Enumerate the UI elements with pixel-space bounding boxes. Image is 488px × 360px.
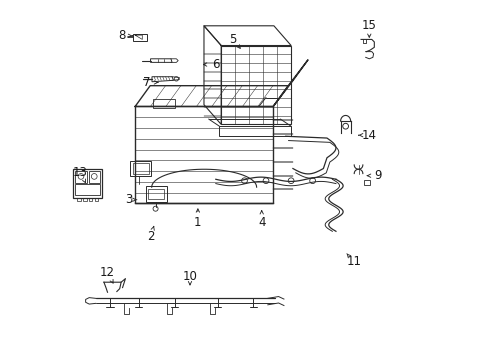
Text: 14: 14 [361,129,376,142]
Text: 5: 5 [229,33,236,46]
Bar [132,163,149,174]
Text: 3: 3 [125,193,132,206]
Bar [73,168,102,198]
Bar [219,126,290,136]
Text: 4: 4 [258,216,265,229]
Text: 2: 2 [146,230,154,243]
Text: 6: 6 [212,58,219,71]
Text: 1: 1 [194,216,201,229]
Bar [145,186,166,202]
Text: 7: 7 [143,76,150,89]
Bar [75,184,100,195]
Text: 13: 13 [73,166,87,179]
Text: 9: 9 [373,169,381,182]
Bar [75,171,87,183]
Bar [135,107,273,203]
Bar [221,45,290,125]
Text: 11: 11 [346,255,361,268]
Bar [148,189,164,199]
Bar [363,180,369,185]
Bar [130,161,151,176]
Bar [88,171,100,183]
Text: 8: 8 [118,29,125,42]
Text: 10: 10 [182,270,197,283]
Text: 15: 15 [361,19,376,32]
Bar [94,198,98,201]
Bar [153,99,174,108]
Text: 12: 12 [100,266,115,279]
Bar [77,198,81,201]
Bar [83,198,86,201]
Bar [89,198,92,201]
